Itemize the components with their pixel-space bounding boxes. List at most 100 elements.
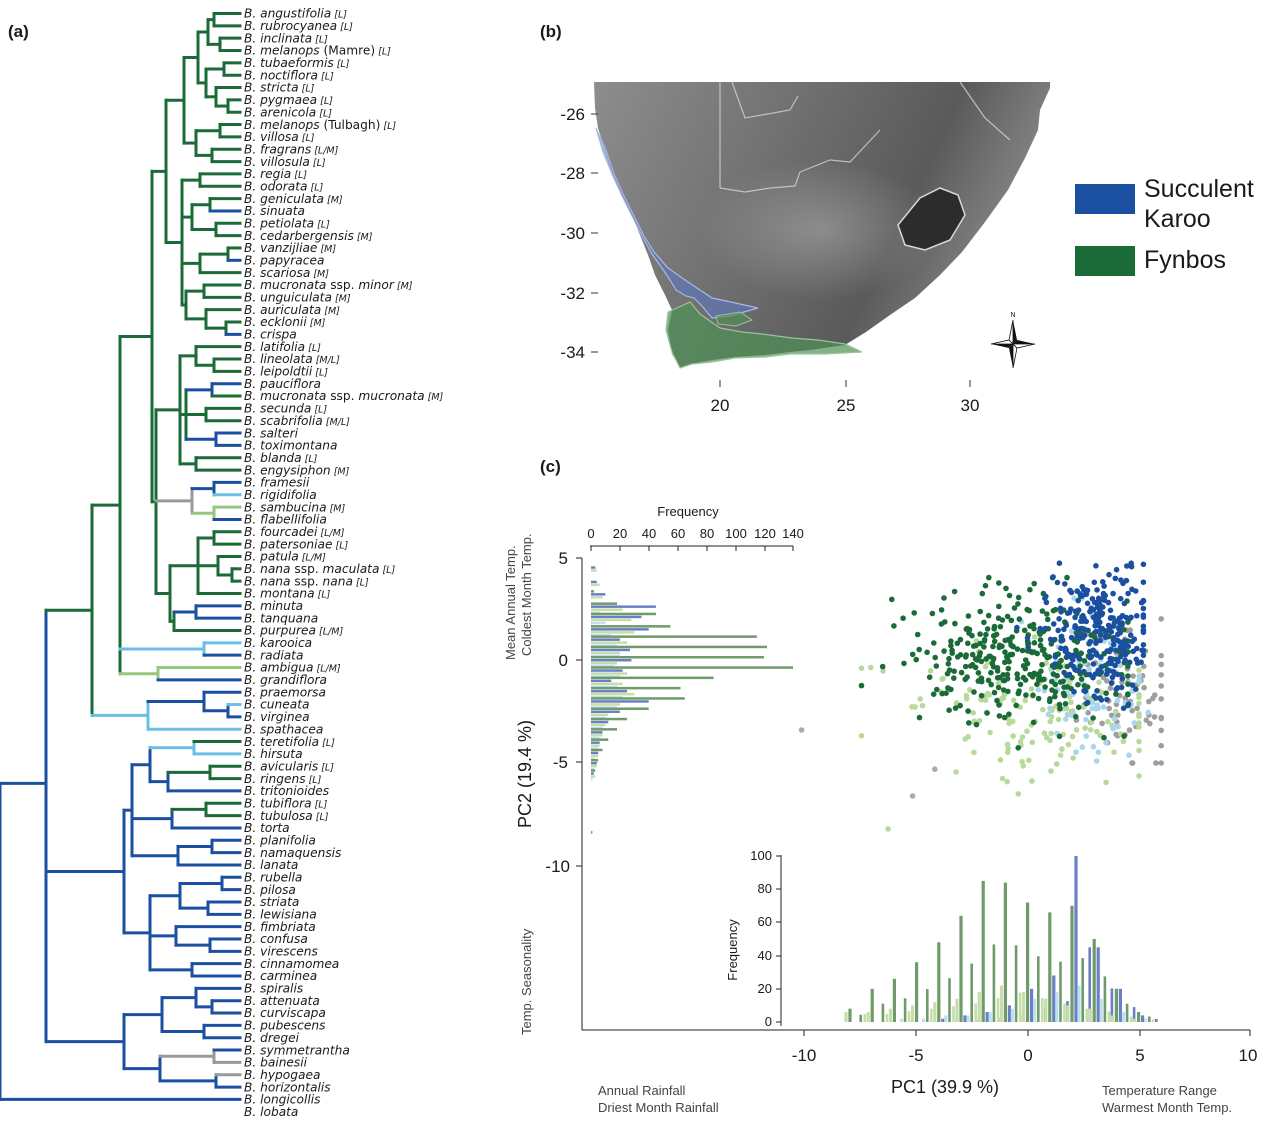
pc1-hist-bar — [933, 1002, 937, 1022]
pca-point — [951, 675, 957, 681]
pc2-hist-bar — [591, 728, 617, 731]
tip-species-name: B. scariosa — [244, 266, 310, 280]
pc1-hist-bar — [903, 998, 907, 1022]
pca-point — [1101, 583, 1107, 589]
map-lat-tick-28: -28 — [560, 164, 585, 183]
pca-point — [1114, 723, 1121, 730]
tip-species-name: B. rigidifolia — [244, 488, 317, 502]
pca-point — [1014, 646, 1021, 652]
pca-point — [1113, 691, 1119, 697]
pc1-hist-bar — [1107, 1011, 1111, 1022]
pc2-hist-bar — [591, 645, 767, 649]
pca-point — [1065, 741, 1072, 748]
pca-point — [900, 615, 906, 621]
tip-habitat-code: [L] — [317, 96, 333, 107]
pc1-hist-bar — [1033, 998, 1037, 1022]
tip-species-name: B. nana — [244, 562, 291, 576]
pca-point — [938, 607, 945, 613]
tip-habitat-code: [L/M] — [311, 145, 338, 156]
pca-point — [1031, 580, 1037, 587]
pca-point — [1037, 631, 1043, 637]
pca-point — [948, 686, 954, 693]
tip-label: B. teretifolia [L] — [244, 735, 335, 749]
pc2-hist-bar — [591, 602, 617, 605]
tip-label: B. unguiculata [M] — [244, 291, 351, 305]
pc1-tick-5: 5 — [1135, 1046, 1144, 1065]
pca-point — [1062, 581, 1068, 587]
tip-label: B. lewisiana — [244, 908, 317, 922]
relief-highlight — [700, 160, 940, 300]
pca-point — [1045, 711, 1052, 718]
pca-point — [1059, 637, 1066, 643]
tip-label: B. namaquensis — [244, 846, 342, 860]
pca-point — [1077, 625, 1084, 632]
pca-point — [952, 620, 958, 627]
pca-point — [1094, 587, 1100, 593]
pca-point — [983, 631, 989, 638]
pc2-hist-bar — [591, 716, 606, 719]
tip-habitat-code: [L] — [318, 71, 334, 82]
pca-point — [1054, 672, 1060, 679]
pca-point — [1113, 566, 1120, 573]
tip-habitat-code: [L/M] — [316, 627, 343, 638]
pc1-hist-bar — [1137, 1012, 1141, 1022]
pc2-hist-bar — [591, 615, 642, 619]
pc2-hist-bar — [591, 717, 628, 721]
pc2-hist-bar — [591, 665, 615, 668]
pca-point — [1028, 686, 1035, 692]
pca-point — [1037, 637, 1044, 643]
tip-species-name: B. fourcadei — [244, 525, 318, 539]
tip-label: B. inclinata [L] — [244, 31, 328, 45]
tip-habitat-code: [M] — [354, 232, 373, 243]
tip-species-name: B. cedarbergensis — [244, 229, 354, 243]
legend-swatch-fynbos — [1075, 246, 1135, 276]
pca-point — [1058, 609, 1064, 615]
pca-point — [1130, 673, 1136, 679]
pca-point — [1016, 616, 1023, 622]
pc1-hist-tick-0: 0 — [765, 1014, 772, 1029]
pca-point — [1042, 684, 1048, 690]
tip-species-name: B. blanda — [244, 451, 302, 465]
pc1-hist-bar — [1063, 1003, 1066, 1022]
tip-label: B. radiata — [244, 648, 303, 662]
tip-habitat-code: [L] — [302, 454, 318, 465]
tip-label: B. curviscapa — [244, 1006, 326, 1020]
pca-point — [1118, 577, 1124, 583]
pc2-hist-bar — [591, 689, 628, 693]
pc1-hist-bar — [1010, 1008, 1014, 1022]
pca-point — [1075, 597, 1081, 604]
tip-subspecies: mucronata — [355, 389, 425, 403]
pca-point — [1120, 738, 1127, 745]
tip-species-name: B. montana — [244, 587, 315, 601]
tip-species-name: B. salteri — [244, 426, 299, 440]
pc2-hist-bar — [591, 695, 623, 699]
tip-species-name: B. arenicola — [244, 105, 316, 119]
pc1-hist-bar — [955, 998, 959, 1022]
tip-habitat-code: [L] — [379, 565, 395, 576]
pca-point — [1042, 625, 1049, 632]
tip-habitat-code: [M/L] — [323, 417, 350, 428]
country-borders — [719, 81, 1011, 193]
tip-label: B. sinuata — [244, 204, 305, 218]
tip-label: B. lanata — [244, 858, 298, 872]
tip-species-name: B. hypogaea — [244, 1068, 320, 1082]
pca-point — [984, 710, 990, 716]
pca-point — [1136, 673, 1142, 679]
pca-point — [965, 613, 972, 619]
pca-point — [1039, 608, 1046, 614]
pca-point — [1158, 715, 1164, 722]
pc2-hist-bar — [591, 593, 606, 596]
pc1-hist-bar — [1041, 998, 1044, 1022]
pc2-hist-bar — [591, 685, 617, 689]
pca-point — [1081, 658, 1088, 664]
pc2-hist-bar — [591, 631, 635, 634]
pca-panel: Mean Annual Temp. Coldest Month Temp. Te… — [503, 504, 1257, 1115]
succulent-karoo-region — [595, 127, 759, 319]
pca-point — [1133, 686, 1139, 692]
pc1-hist-bar — [930, 1008, 933, 1022]
pca-point — [1136, 692, 1142, 698]
tip-species-name: B. horizontalis — [244, 1080, 331, 1094]
pca-point — [1075, 607, 1082, 613]
tip-label: B. stricta [L] — [244, 81, 315, 95]
pca-point — [1017, 681, 1024, 688]
